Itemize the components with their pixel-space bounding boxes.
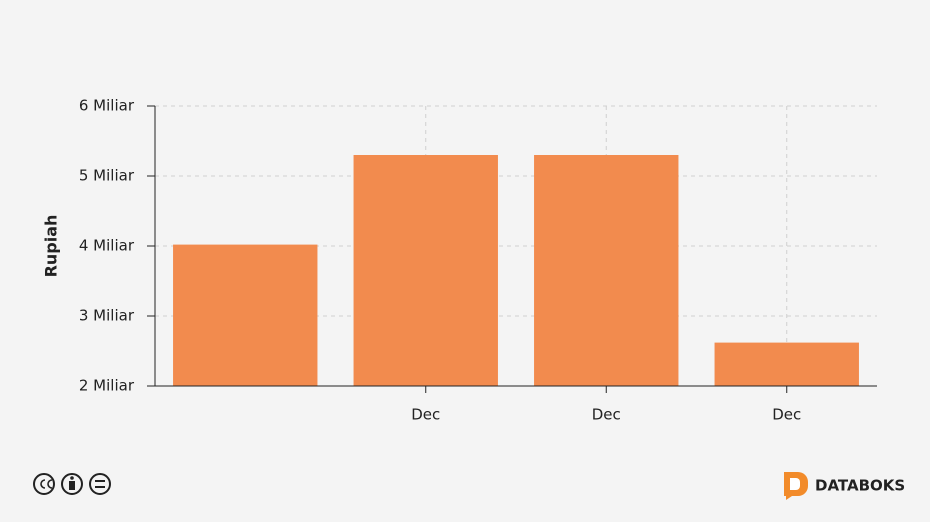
x-tick-label: Dec [592,406,621,424]
y-tick-label: 5 Miliar [79,167,135,185]
brand-logo [784,472,808,500]
x-tick-label: Dec [411,406,440,424]
bar [173,244,318,386]
brand-name: DATABOKS [815,477,905,495]
y-tick-label: 6 Miliar [79,97,135,115]
y-axis-label: Rupiah [42,215,61,278]
y-tick-label: 4 Miliar [79,237,135,255]
license-icons [33,473,111,495]
bar [534,155,679,386]
y-tick-label: 3 Miliar [79,307,135,325]
bar [714,342,859,386]
y-tick-label: 2 Miliar [79,377,135,395]
bar [353,155,498,386]
x-tick-label: Dec [772,406,801,424]
